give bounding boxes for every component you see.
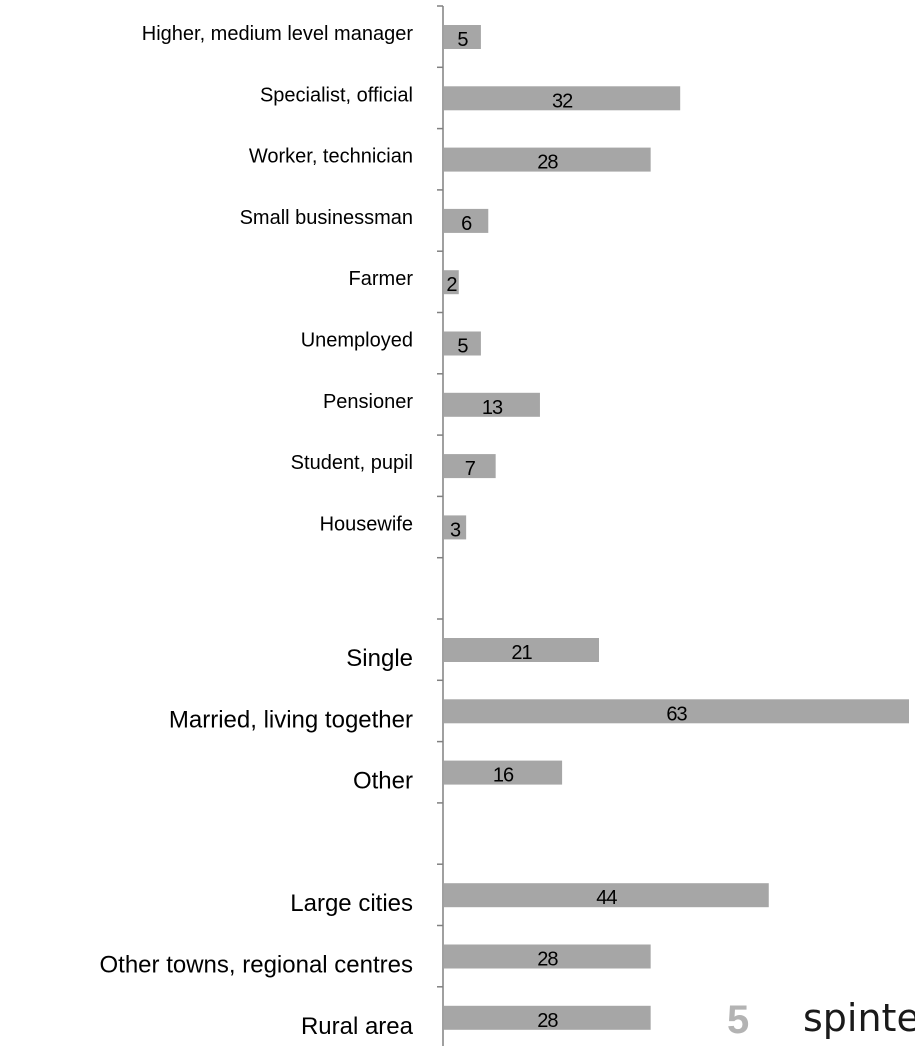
category-label: Student, pupil: [291, 452, 413, 474]
category-label: Unemployed: [301, 330, 413, 352]
data-label: 6: [461, 213, 472, 235]
data-label: 5: [457, 29, 468, 51]
category-label: Farmer: [349, 268, 414, 290]
bar: [444, 883, 769, 908]
bar: [444, 86, 681, 111]
bar: [444, 1005, 651, 1030]
data-label: 5: [457, 336, 468, 358]
category-label: Single: [346, 645, 413, 672]
category-label: Small businessman: [240, 207, 413, 229]
category-label: Large cities: [290, 890, 413, 917]
category-label: Other towns, regional centres: [100, 952, 414, 979]
data-label: 63: [666, 703, 687, 725]
category-label: Other: [353, 768, 413, 795]
bar: [444, 944, 651, 969]
data-label: 3: [450, 519, 461, 541]
bar: [444, 208, 489, 233]
bar: [444, 515, 467, 540]
data-label: 13: [482, 397, 503, 419]
category-label: Pensioner: [323, 391, 413, 413]
data-label: 16: [493, 765, 514, 787]
category-label: Specialist, official: [260, 84, 413, 106]
category-label: Worker, technician: [249, 146, 413, 168]
data-label: 44: [596, 887, 617, 909]
category-axis: [437, 5, 444, 1046]
bar: [444, 147, 651, 172]
data-label: 28: [537, 152, 558, 174]
brand-logo-text: spinte: [803, 996, 915, 1040]
data-label: 2: [446, 274, 457, 296]
data-label: 7: [465, 458, 476, 480]
bar: [444, 25, 481, 49]
category-labels: Higher, medium level manager Specialist, …: [100, 23, 414, 1040]
category-label: Married, living together: [169, 706, 413, 733]
bar: [444, 270, 459, 295]
bar: [444, 638, 599, 662]
data-label: 28: [537, 949, 558, 971]
bar-group: [444, 25, 909, 1030]
data-labels: 5 32 28 6 2 5 13 7 3 21 63 16 44 28 28: [446, 29, 688, 1032]
category-label: Housewife: [320, 513, 413, 535]
category-label: Rural area: [301, 1013, 414, 1040]
data-label: 21: [511, 642, 532, 664]
category-label: Higher, medium level manager: [142, 23, 414, 45]
bar: [444, 454, 496, 479]
bar: [444, 392, 540, 417]
data-label: 28: [537, 1010, 558, 1032]
data-label: 32: [552, 90, 573, 112]
bar: [444, 331, 481, 356]
slide-number: 5: [727, 998, 750, 1042]
bar: [444, 760, 563, 785]
bar: [444, 699, 909, 724]
